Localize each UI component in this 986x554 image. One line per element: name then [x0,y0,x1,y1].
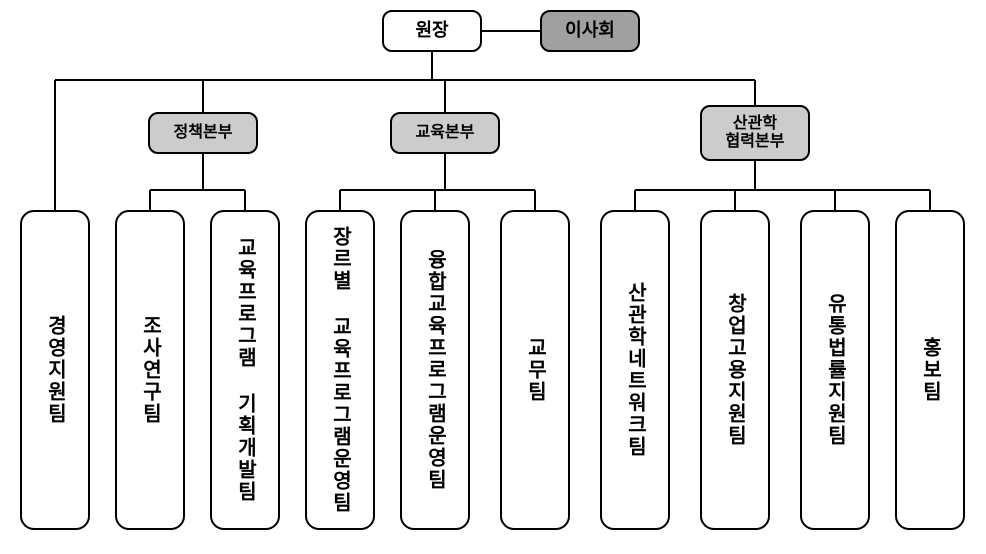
board-node: 이사회 [540,10,640,52]
team-startup: 창업고용지원팀 [700,210,770,530]
team-network: 산관학네트워크팀 [600,210,670,530]
team-mgmt: 경영지원팀 [20,210,90,530]
team-pr: 홍보팀 [895,210,965,530]
division-edu: 교육본부 [390,112,500,154]
team-curric: 교육프로그램 기획개발팀 [210,210,280,530]
division-industry: 산관학 협력본부 [700,105,810,161]
team-research: 조사연구팀 [115,210,185,530]
division-policy: 정책본부 [148,112,258,154]
team-academic: 교무팀 [500,210,570,530]
director-node: 원장 [382,10,482,52]
team-genre: 장르별 교육프로그램운영팀 [305,210,375,530]
team-fusion: 융합교육프로그램운영팀 [400,210,470,530]
team-legal: 유통법률지원팀 [800,210,870,530]
